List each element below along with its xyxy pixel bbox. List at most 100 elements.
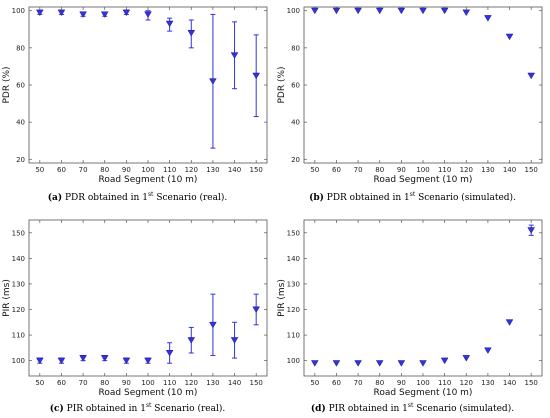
data-point [230, 337, 239, 344]
data-point [310, 7, 319, 15]
x-tick-label: 130 [481, 379, 494, 387]
x-tick-label: 70 [354, 166, 363, 174]
caption-c-text-end: Scenario (real). [151, 404, 226, 414]
data-point [79, 355, 87, 362]
data-point [440, 357, 449, 365]
x-tick-label: 110 [163, 379, 176, 387]
x-tick-label: 130 [206, 166, 219, 174]
data-point [484, 15, 492, 22]
data-point [419, 360, 427, 367]
caption-d-sup: st [407, 402, 414, 409]
data-point [527, 72, 536, 80]
y-tick-label: 40 [16, 119, 25, 127]
x-tick-label: 80 [100, 379, 109, 387]
caption-a-letter: (a) [47, 193, 63, 203]
x-tick-label: 90 [397, 166, 406, 174]
data-point [354, 360, 362, 367]
plot-frame [303, 219, 543, 377]
x-tick-label: 80 [100, 166, 109, 174]
x-tick-label: 80 [375, 166, 384, 174]
x-tick-label: 60 [57, 166, 66, 174]
y-tick-label: 20 [291, 156, 300, 164]
x-tick-label: 140 [503, 166, 516, 174]
data-point [187, 30, 196, 37]
caption-a-sup: st [147, 191, 154, 198]
y-tick-label: 100 [287, 7, 300, 15]
caption-d-letter: (d) [310, 404, 326, 414]
y-tick-label: 150 [12, 229, 25, 237]
data-point [100, 355, 109, 362]
y-tick-label: 130 [12, 280, 25, 288]
y-tick-label: 20 [16, 156, 25, 164]
data-point [165, 20, 174, 28]
x-tick-label: 60 [332, 379, 341, 387]
x-tick-label: 130 [206, 379, 219, 387]
data-point [209, 321, 217, 329]
x-tick-label: 70 [79, 379, 88, 387]
x-tick-label: 150 [524, 379, 537, 387]
y-tick-label: 150 [287, 229, 300, 237]
y-tick-label: 110 [12, 332, 25, 340]
y-tick-label: 80 [16, 44, 25, 52]
data-point [375, 360, 384, 367]
data-point [57, 357, 66, 365]
y-axis-title: PIR (ms) [277, 279, 287, 317]
data-point [144, 11, 152, 18]
data-point [209, 78, 217, 85]
x-tick-label: 50 [310, 379, 319, 387]
y-tick-label: 110 [287, 332, 300, 340]
data-point [144, 357, 152, 365]
x-tick-label: 80 [375, 379, 384, 387]
data-point [79, 11, 87, 18]
x-tick-label: 90 [397, 379, 406, 387]
data-point [440, 7, 449, 15]
y-axis-title: PIR (ms) [2, 279, 12, 317]
x-tick-label: 90 [122, 379, 131, 387]
y-tick-label: 140 [287, 255, 300, 263]
y-tick-label: 100 [12, 7, 25, 15]
x-tick-label: 120 [460, 166, 473, 174]
chart-panel-d: 100 110 120 130 140 150 50 60 70 80 90 100 110 120 130… [275, 213, 550, 398]
data-point [419, 7, 427, 15]
x-tick-label: 140 [228, 166, 241, 174]
x-tick-label: 50 [310, 166, 319, 174]
plot-frame [303, 6, 543, 164]
x-tick-label: 100 [141, 166, 154, 174]
data-point [122, 357, 131, 365]
x-tick-label: 60 [57, 379, 66, 387]
caption-a: (a) PDR obtained in 1st Scenario (real). [0, 191, 275, 203]
caption-a-text-end: Scenario (real). [153, 193, 228, 203]
x-tick-label: 130 [481, 166, 494, 174]
y-axis-title: PDR (%) [277, 66, 287, 103]
x-tick-label: 70 [354, 379, 363, 387]
x-tick-label: 50 [35, 166, 44, 174]
data-point [252, 306, 261, 314]
caption-b: (b) PDR obtained in 1st Scenario (simula… [275, 191, 550, 203]
caption-b-letter: (b) [309, 193, 324, 203]
data-point [230, 52, 239, 59]
caption-d: (d) PIR obtained in 1st Scenario (simula… [275, 402, 550, 414]
chart-panel-a: 20 40 60 80 100 50 60 70 80 90 100 110 120 130 140 150 R… [0, 0, 275, 185]
data-point [35, 357, 44, 365]
y-tick-label: 120 [12, 306, 25, 314]
x-axis-title: Road Segment (10 m) [374, 388, 473, 398]
data-point [252, 72, 261, 80]
plot-frame [28, 6, 268, 164]
y-tick-label: 120 [287, 306, 300, 314]
data-point [310, 360, 319, 367]
x-tick-label: 60 [332, 166, 341, 174]
x-tick-label: 110 [438, 379, 451, 387]
data-point [375, 7, 384, 15]
data-point [462, 355, 471, 362]
y-tick-label: 140 [12, 255, 25, 263]
caption-b-text: PDR obtained in 1 [326, 193, 410, 203]
y-tick-label: 80 [291, 44, 300, 52]
caption-d-text-end: Scenario (simulated). [413, 404, 515, 414]
caption-c-text: PIR obtained in 1 [66, 404, 146, 414]
caption-d-text: PIR obtained in 1 [328, 404, 408, 414]
chart-a-svg: 20 40 60 80 100 50 60 70 80 90 100 110 120 130 140 150 R… [2, 6, 268, 185]
x-tick-label: 150 [524, 166, 537, 174]
x-tick-label: 70 [79, 166, 88, 174]
data-point [57, 9, 66, 17]
y-tick-label: 130 [287, 280, 300, 288]
